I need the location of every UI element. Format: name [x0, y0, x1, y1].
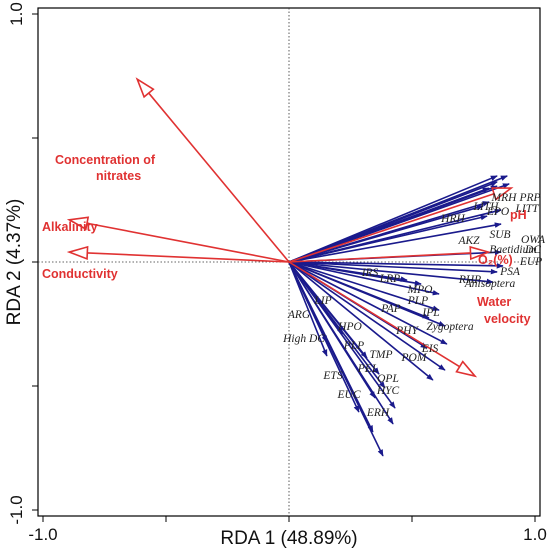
taxon-label-epo: EPO: [486, 206, 510, 218]
taxon-arrow-lrp: [288, 261, 422, 286]
taxon-label-irs: IRS: [361, 267, 379, 279]
taxon-label-hyc: HYC: [376, 385, 400, 397]
taxon-arrow-erh: [288, 261, 384, 457]
env-arrowhead-o: [469, 245, 492, 261]
environment-arrows: [66, 77, 514, 378]
env-label-concentration-of-nitrates-line1: Concentration of: [55, 153, 156, 167]
taxon-arrow-ipl: [288, 261, 446, 327]
env-arrowhead-concentration-of-nitrates: [135, 77, 155, 99]
taxon-arrow-anisoptera: [288, 261, 494, 285]
env-arrow-o: [288, 252, 471, 263]
taxon-label-eup: EUP: [519, 256, 542, 268]
taxon-arrow-high-dc: [288, 261, 328, 357]
taxon-arrow-opl: [288, 261, 396, 409]
taxon-arrow-pom: [288, 261, 434, 381]
taxon-label-owa: OWA: [521, 234, 546, 246]
y-tick-label: 1.0: [7, 2, 26, 26]
taxon-label-erh: ERH: [366, 407, 390, 419]
env-arrowhead-ph: [491, 187, 514, 201]
taxon-arrow-dc: [288, 222, 502, 263]
taxon-label-baetidium: Baetidium: [489, 244, 536, 256]
taxon-label-hpo: HPO: [337, 321, 362, 333]
taxon-label-high-dc: High DC: [282, 333, 325, 345]
axis-ticks: -1.0 1.0 1.0 -1.0: [7, 2, 547, 544]
taxon-label-pom: POM: [401, 352, 428, 364]
reference-lines: [38, 8, 540, 516]
env-arrowhead-alkalinity: [66, 216, 90, 231]
env-arrow-ph: [288, 193, 495, 263]
taxon-label-phy: PHY: [395, 325, 419, 337]
env-label-concentration-of-nitrates-line2: nitrates: [96, 169, 141, 183]
taxon-label-zygoptera: Zygoptera: [426, 321, 474, 333]
taxon-arrow-zygoptera: [288, 261, 448, 345]
taxon-arrow-psa: [288, 261, 504, 269]
taxon-arrow-mpo: [288, 261, 440, 296]
taxon-arrow-hrh: [288, 187, 490, 263]
taxon-arrow-hyc: [288, 261, 394, 425]
taxon-label-lrp: LRP: [379, 273, 400, 285]
taxon-arrow-baetidium: [288, 214, 488, 263]
taxon-label-lip: LIP: [313, 295, 331, 307]
taxon-label-akz: AKZ: [457, 235, 480, 247]
env-arrowhead-water-velocity: [455, 360, 478, 378]
taxon-label-plp: PLP: [407, 295, 428, 307]
env-arrow-alkalinity: [86, 222, 290, 263]
taxon-arrow-akz: [288, 205, 484, 263]
x-tick-label: -1.0: [28, 525, 57, 544]
x-axis-title: RDA 1 (48.89%): [220, 528, 357, 549]
env-arrow-conductivity: [87, 252, 290, 263]
environment-labels: Concentration of nitrates Alkalinity Conduc…: [42, 153, 531, 326]
taxon-arrow-rhp: [288, 261, 498, 275]
env-arrow-water-velocity: [288, 261, 461, 368]
env-label-o: O₂(%): [478, 253, 513, 267]
env-label-ph: pH: [510, 208, 527, 222]
env-arrowhead-conductivity: [66, 245, 89, 261]
taxon-label-eis: EIS: [421, 343, 439, 355]
taxon-label-rhp: RHP: [458, 274, 481, 286]
taxon-label-lith: LITH: [473, 201, 500, 213]
taxon-label-ets: ETS: [322, 370, 342, 382]
env-label-water-velocity-line1: Water: [477, 295, 511, 309]
taxon-label-pap: PAP: [380, 303, 401, 315]
taxon-label-plp: PLP: [343, 340, 364, 352]
y-tick-label: -1.0: [7, 495, 26, 524]
taxon-label-euc: EUC: [337, 389, 361, 401]
taxon-label-ipl: IPL: [421, 307, 439, 319]
env-label-alkalinity: Alkalinity: [42, 220, 98, 234]
taxon-label-pel: PEL: [357, 363, 378, 375]
env-arrow-concentration-of-nitrates: [148, 92, 290, 263]
taxon-label-psa: PSA: [499, 266, 521, 278]
taxa-arrows: [288, 175, 510, 457]
taxon-label-anisoptera: Anisoptera: [464, 278, 516, 290]
taxon-arrow-eis: [288, 261, 446, 371]
y-axis-title: RDA 2 (4.37%): [4, 199, 25, 326]
taxon-label-prp: PRP: [518, 192, 540, 204]
taxon-label-litt: LITT: [514, 203, 540, 215]
taxa-labels: MRH PRP LITH LITT EPO HRH SUB AKZ OWABaetidiumDC…: [282, 192, 546, 419]
taxon-arrow-plp: [288, 261, 440, 311]
x-tick-label: 1.0: [523, 525, 547, 544]
env-label-conductivity: Conductivity: [42, 267, 118, 281]
taxon-label-sub: SUB: [489, 229, 510, 241]
taxon-label-arg: ARG: [287, 309, 311, 321]
taxon-label-hrh: HRH: [440, 213, 465, 225]
taxon-label-opl: OPL: [377, 373, 399, 385]
taxon-label-tmp: TMP: [370, 349, 393, 361]
taxon-label-dc: DC: [524, 244, 541, 256]
taxon-label-mrh: MRH: [491, 192, 518, 204]
taxon-label-mpo: MPO: [407, 284, 434, 296]
env-label-water-velocity-line2: velocity: [484, 312, 531, 326]
